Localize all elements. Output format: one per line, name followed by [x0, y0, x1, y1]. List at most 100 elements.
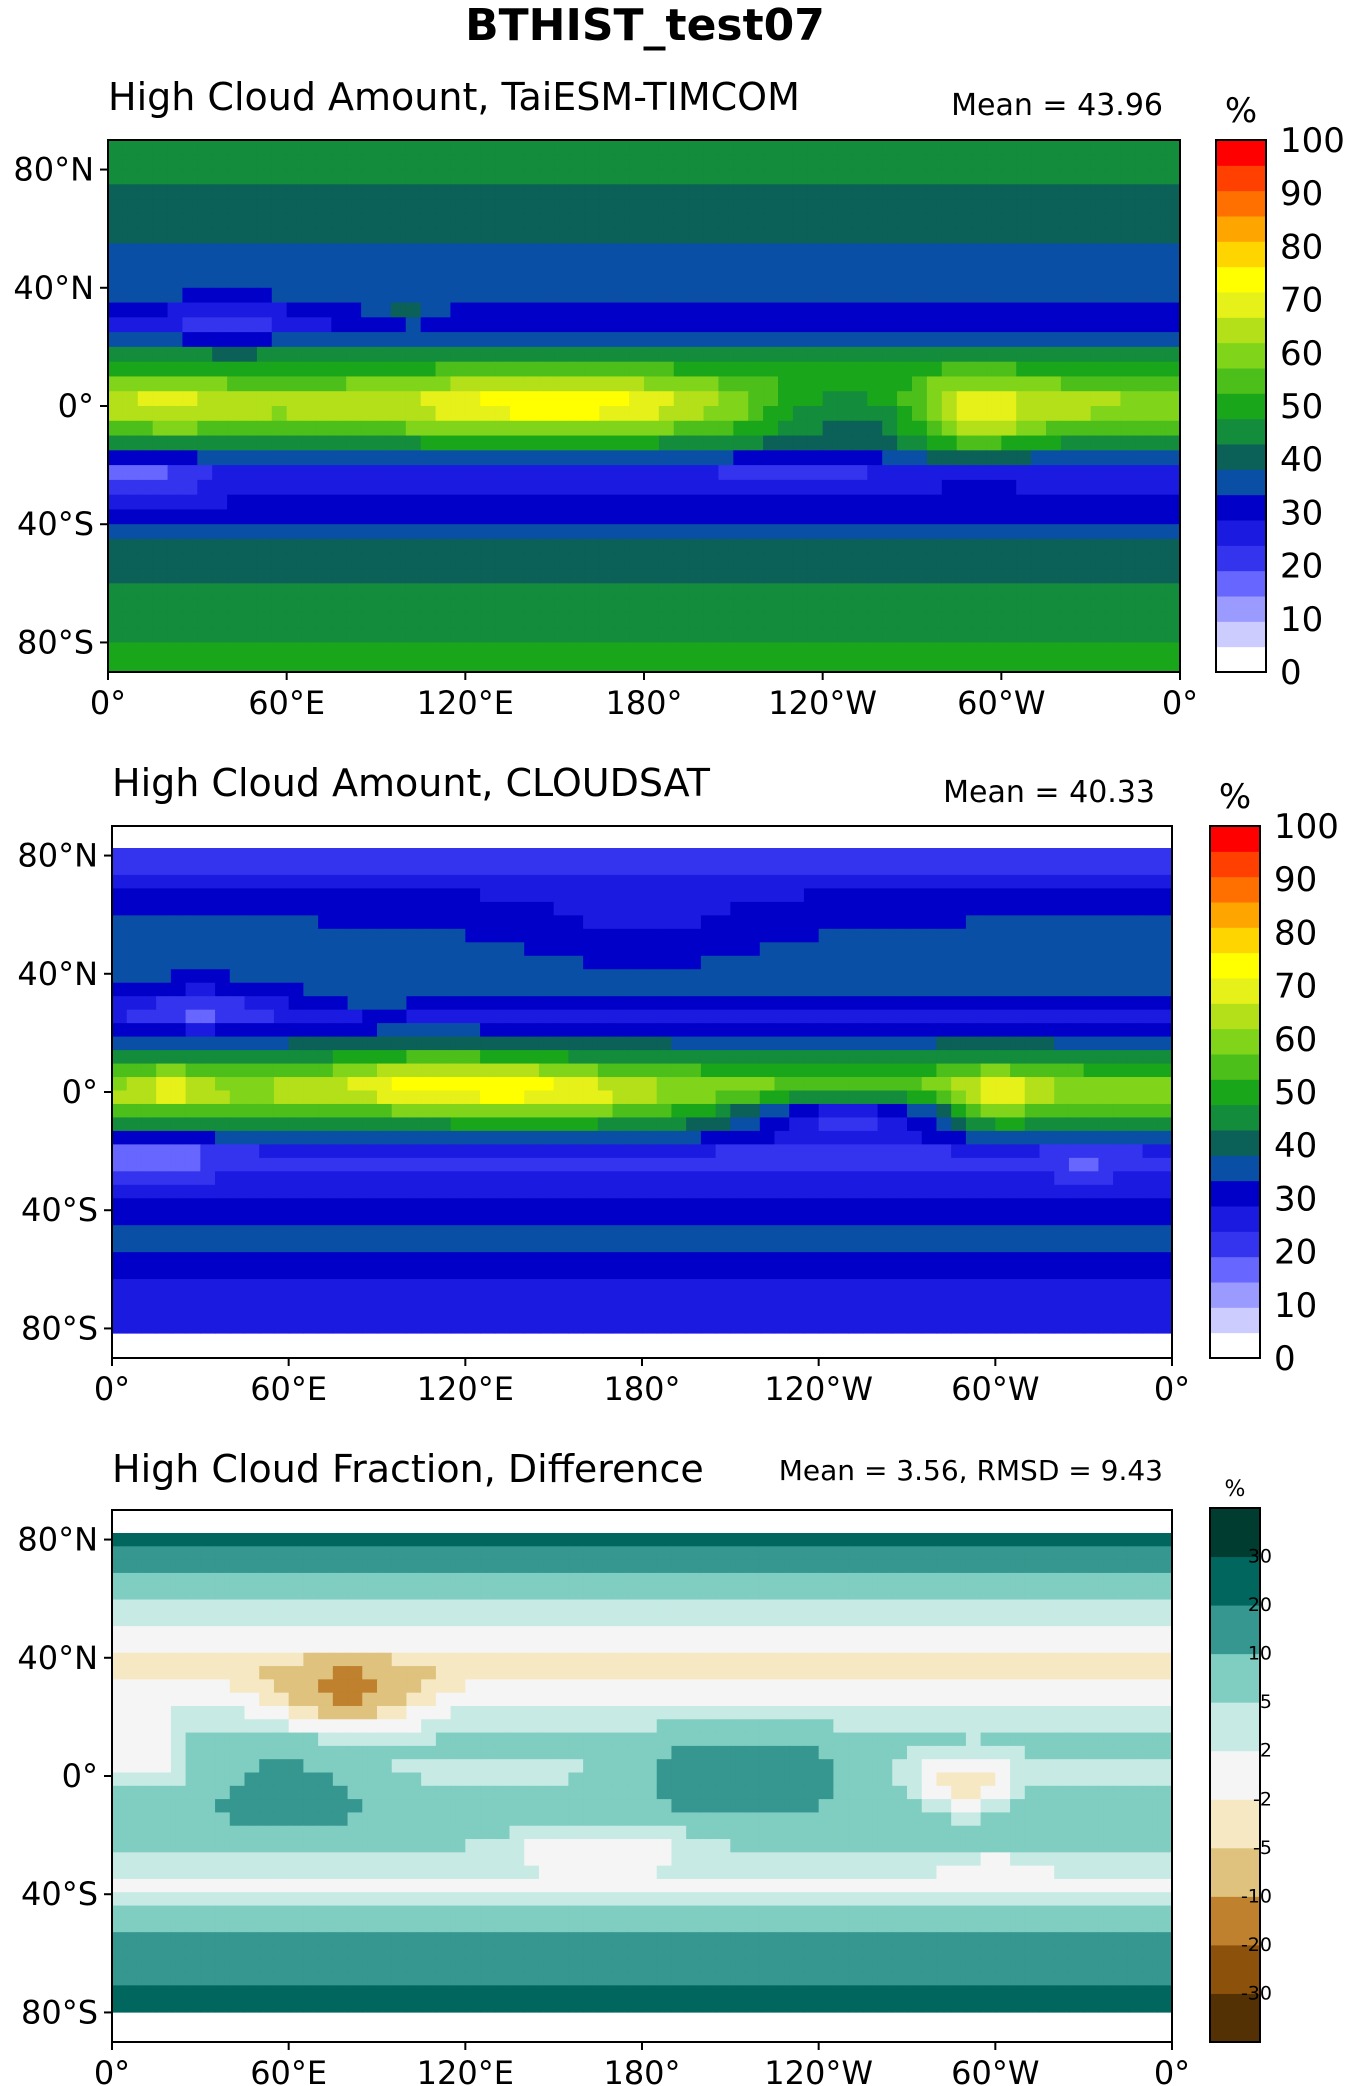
field-cell — [242, 642, 258, 658]
field-cell — [614, 479, 630, 496]
field-cell — [495, 553, 511, 570]
field-cell — [700, 955, 717, 970]
field-cell — [882, 258, 898, 274]
field-cell — [926, 509, 943, 525]
field-cell — [112, 955, 128, 970]
field-cell — [671, 928, 687, 943]
field-cell — [1105, 642, 1122, 658]
field-cell — [229, 861, 246, 876]
field-cell — [435, 1130, 452, 1145]
field-cell — [778, 450, 794, 466]
field-cell — [450, 1198, 466, 1213]
field-cell — [597, 1023, 614, 1038]
field-cell — [956, 184, 973, 200]
field-cell — [156, 1252, 172, 1267]
field-cell — [627, 1157, 643, 1172]
field-cell — [361, 332, 377, 348]
field-cell — [141, 1265, 157, 1280]
field-cell — [524, 642, 541, 658]
field-cell — [227, 228, 243, 245]
field-cell — [980, 874, 996, 890]
field-cell — [629, 494, 645, 511]
field-cell — [965, 1252, 982, 1267]
field-cell — [956, 273, 973, 289]
field-cell — [1075, 391, 1092, 407]
field-cell — [583, 1184, 599, 1199]
field-cell — [1010, 969, 1026, 984]
field-cell — [599, 169, 615, 185]
field-cell — [1046, 140, 1062, 156]
field-cell — [1016, 243, 1032, 259]
field-cell — [569, 509, 586, 525]
field-cell — [1031, 258, 1047, 274]
field-cell — [822, 228, 839, 245]
field-cell — [748, 450, 764, 466]
field-cell — [539, 657, 556, 673]
field-cell — [256, 642, 273, 658]
field-cell — [450, 982, 466, 997]
field-cell — [597, 982, 614, 997]
field-cell — [759, 955, 776, 970]
field-cell — [376, 199, 392, 215]
field-cell — [1054, 888, 1070, 903]
field-cell — [1031, 539, 1047, 555]
field-cell — [185, 848, 201, 863]
field-cell — [1068, 969, 1085, 984]
field-cell — [376, 361, 392, 378]
field-cell — [229, 1050, 246, 1065]
field-cell — [303, 928, 319, 943]
field-cell — [435, 1198, 452, 1213]
field-cell — [936, 861, 952, 876]
field-cell — [733, 332, 749, 348]
field-cell — [673, 317, 690, 333]
field-cell — [1046, 184, 1062, 200]
field-cell — [524, 901, 540, 916]
field-cell — [510, 479, 526, 496]
field-cell — [629, 657, 645, 673]
field-cell — [1098, 1265, 1114, 1280]
field-cell — [554, 479, 571, 496]
field-cell — [509, 1036, 525, 1051]
field-cell — [629, 346, 645, 363]
field-cell — [122, 273, 139, 289]
field-cell — [229, 1265, 246, 1280]
field-cell — [480, 1171, 496, 1186]
field-cell — [614, 213, 630, 230]
field-cell — [185, 1117, 201, 1132]
field-cell — [331, 199, 347, 215]
field-cell — [1054, 1103, 1070, 1119]
field-cell — [792, 450, 809, 466]
field-cell — [745, 1023, 761, 1038]
field-cell — [1046, 627, 1062, 644]
field-cell — [980, 1252, 996, 1267]
field-cell — [539, 627, 556, 644]
field-cell — [421, 1171, 437, 1186]
field-cell — [495, 627, 511, 644]
field-cell — [803, 955, 820, 970]
field-cell — [1016, 406, 1032, 422]
field-cell — [1113, 1050, 1129, 1065]
field-cell — [361, 494, 377, 511]
field-cell — [480, 524, 496, 540]
field-cell — [673, 524, 690, 540]
field-cell — [837, 598, 854, 614]
field-cell — [347, 874, 363, 890]
field-cell — [259, 861, 275, 876]
field-cell — [524, 361, 541, 378]
field-cell — [818, 1009, 834, 1024]
field-cell — [789, 1103, 805, 1119]
field-cell — [1113, 861, 1129, 876]
field-cell — [568, 901, 584, 916]
field-cell — [259, 1117, 275, 1132]
field-cell — [480, 1265, 496, 1280]
field-cell — [629, 258, 645, 274]
field-cell — [421, 1211, 437, 1226]
field-cell — [450, 1238, 466, 1253]
field-cell — [1016, 346, 1032, 363]
field-cell — [242, 627, 258, 644]
field-cell — [718, 420, 734, 437]
field-cell — [1039, 1103, 1055, 1119]
field-cell — [391, 1077, 408, 1092]
field-cell — [465, 1063, 481, 1078]
field-cell — [420, 435, 437, 451]
